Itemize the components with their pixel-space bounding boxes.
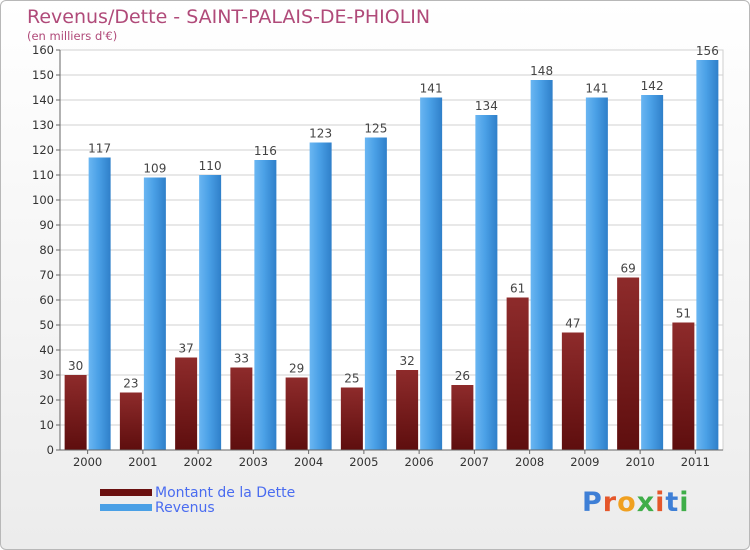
data-label-dette: 26 [455,369,470,383]
x-tick-label: 2009 [570,455,599,469]
logo-letter: t [665,487,680,518]
bar-dette [119,392,142,450]
x-tick-label: 2011 [681,455,710,469]
data-label-revenus: 141 [420,82,443,96]
data-label-dette: 29 [289,362,304,376]
data-label-revenus: 117 [88,142,111,156]
bar-revenus [585,97,608,450]
x-tick-label: 2007 [460,455,489,469]
x-tick-label: 2002 [183,455,212,469]
y-tick-label: 100 [32,193,54,207]
bar-dette [617,277,640,450]
bar-revenus [364,137,387,450]
bar-dette [506,297,529,450]
bar-dette [175,357,198,450]
y-axis: 0 10 20 30 40 50 60 70 80 90 100 110 120 130 140 150 160 [32,43,61,457]
bar-revenus [420,97,443,450]
data-label-dette: 37 [178,342,193,356]
bar-dette [561,332,584,450]
y-tick-label: 50 [39,318,54,332]
logo-letter: i [655,487,666,518]
logo-letter: x [636,487,656,518]
data-label-revenus: 134 [475,99,498,113]
x-tick-label: 2000 [73,455,102,469]
data-label-revenus: 141 [585,82,608,96]
bar-revenus [143,177,166,450]
bar-dette [396,370,419,450]
y-tick-label: 80 [39,243,54,257]
logo-letter: i [679,487,690,518]
legend-swatch-dette [100,489,152,496]
data-label-revenus: 125 [364,122,387,136]
legend-swatch-revenus [100,504,152,511]
logo-letter: o [617,487,637,518]
bar-revenus [475,115,498,450]
data-label-revenus: 109 [143,162,166,176]
y-tick-label: 120 [32,143,54,157]
bar-revenus [254,160,277,450]
y-tick-label: 30 [39,368,54,382]
y-tick-label: 70 [39,268,54,282]
bar-revenus [530,80,553,450]
data-label-dette: 23 [123,377,138,391]
x-axis: 2000 2001 2002 2003 2004 2005 2006 2007 2008 2009… [60,449,723,469]
y-tick-label: 20 [39,393,54,407]
x-tick-label: 2001 [128,455,157,469]
y-tick-label: 130 [32,118,54,132]
legend-label-revenus: Revenus [155,500,215,516]
data-label-dette: 30 [68,359,83,373]
data-label-dette: 69 [620,262,635,276]
data-label-revenus: 123 [309,127,332,141]
x-tick-label: 2004 [294,455,323,469]
legend-label-dette: Montant de la Dette [155,485,296,501]
bar-dette [340,387,363,450]
chart-subtitle: (en milliers d'€) [27,29,118,43]
y-tick-label: 40 [39,343,54,357]
proxiti-logo: Proxiti [582,487,690,518]
y-tick-label: 110 [32,168,54,182]
data-label-dette: 32 [399,354,414,368]
logo-letter: P [582,487,603,518]
bar-revenus [88,157,111,450]
y-tick-label: 150 [32,68,54,82]
bars: 30 117 23 109 37 110 33 116 29 123 25 125 32 141 26 134… [64,44,719,450]
logo-letter: r [602,487,618,518]
x-tick-label: 2010 [625,455,654,469]
chart-title: Revenus/Dette - SAINT-PALAIS-DE-PHIOLIN [27,6,431,28]
data-label-dette: 25 [344,372,359,386]
data-label-dette: 61 [510,282,525,296]
bar-revenus [696,60,719,450]
data-label-revenus: 156 [696,44,719,58]
bar-revenus [641,95,664,450]
bar-revenus [309,142,332,450]
bar-dette [230,367,253,450]
data-label-dette: 47 [565,317,580,331]
x-tick-label: 2008 [515,455,544,469]
data-label-revenus: 116 [254,144,277,158]
y-tick-label: 160 [32,43,54,57]
data-label-revenus: 148 [530,64,553,78]
bar-dette [64,375,87,450]
bar-dette [451,385,474,450]
data-label-revenus: 142 [641,79,664,93]
y-tick-label: 0 [47,443,54,457]
x-tick-label: 2006 [404,455,433,469]
y-tick-label: 10 [39,418,54,432]
y-tick-label: 60 [39,293,54,307]
data-label-dette: 51 [676,307,691,321]
x-tick-label: 2005 [349,455,378,469]
bar-dette [285,377,308,450]
y-tick-label: 140 [32,93,54,107]
y-tick-label: 90 [39,218,54,232]
data-label-dette: 33 [234,352,249,366]
bar-revenus [199,175,222,450]
x-tick-label: 2003 [239,455,268,469]
data-label-revenus: 110 [199,159,222,173]
bar-dette [672,322,695,450]
